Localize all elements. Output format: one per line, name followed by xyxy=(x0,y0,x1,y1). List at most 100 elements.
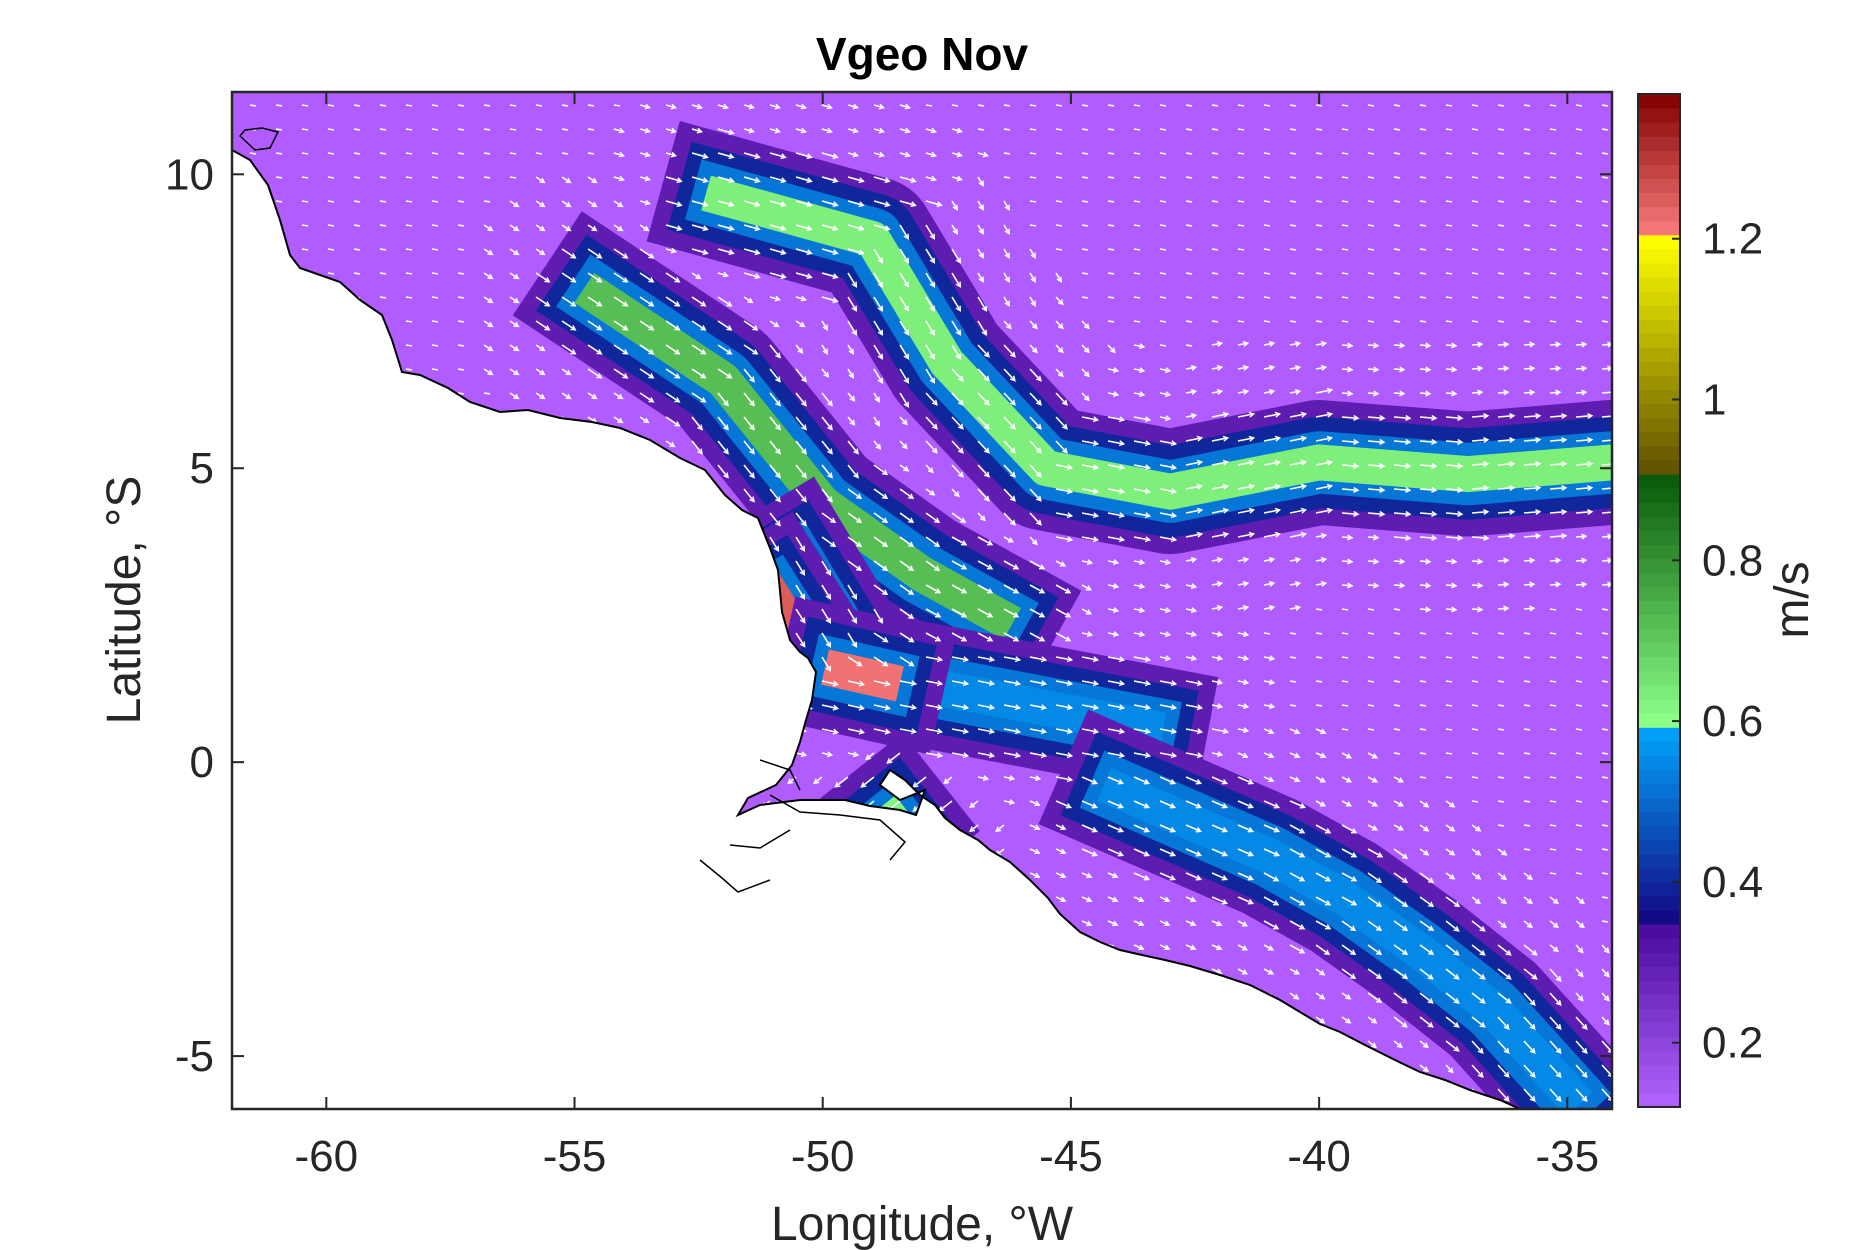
velocity-arrow xyxy=(795,416,807,430)
velocity-arrow xyxy=(1393,128,1401,131)
velocity-arrow-head xyxy=(1083,347,1090,354)
velocity-arrow-head xyxy=(1195,802,1203,809)
velocity-arrow xyxy=(1133,320,1141,323)
velocity-arrow xyxy=(1289,152,1297,155)
velocity-arrow xyxy=(873,632,888,643)
velocity-arrow-head xyxy=(1503,1095,1510,1102)
velocity-arrow xyxy=(1055,656,1072,661)
velocity-arrow xyxy=(1237,824,1254,833)
velocity-arrow-head xyxy=(723,472,729,479)
velocity-arrow-head xyxy=(1402,853,1409,860)
velocity-arrow-head xyxy=(1431,534,1438,541)
velocity-arrow-head xyxy=(622,301,629,307)
velocity-arrow-head xyxy=(1353,510,1360,517)
velocity-arrow xyxy=(847,152,858,157)
velocity-arrow xyxy=(925,392,938,406)
velocity-arrow xyxy=(613,416,623,424)
velocity-arrow xyxy=(1341,632,1349,635)
velocity-arrow-head xyxy=(728,129,735,136)
velocity-arrow xyxy=(509,176,517,179)
velocity-arrow xyxy=(1133,920,1144,926)
velocity-arrow xyxy=(535,272,550,283)
velocity-arrow xyxy=(535,200,545,208)
velocity-arrow-head xyxy=(1092,512,1100,519)
velocity-arrow xyxy=(769,464,781,478)
velocity-arrow xyxy=(1419,1040,1429,1048)
velocity-arrow-head xyxy=(1118,488,1126,495)
velocity-arrow xyxy=(1159,896,1170,902)
velocity-arrow-head xyxy=(1040,728,1048,735)
velocity-arrow xyxy=(457,344,465,347)
velocity-arrow-head xyxy=(618,151,626,158)
velocity-arrow xyxy=(847,224,864,231)
velocity-arrow-head xyxy=(1268,388,1276,395)
colorbar-step xyxy=(1638,783,1680,799)
velocity-arrow-head xyxy=(1405,462,1412,469)
velocity-arrow xyxy=(1003,512,1016,526)
x-tick-label: -40 xyxy=(1287,1132,1351,1181)
velocity-arrow-head xyxy=(1300,459,1308,466)
velocity-arrow-head xyxy=(1613,486,1618,491)
velocity-arrow-head xyxy=(1299,900,1306,906)
velocity-arrow xyxy=(1185,872,1202,881)
velocity-arrow xyxy=(1237,728,1248,732)
velocity-arrow xyxy=(1107,392,1118,396)
velocity-arrow xyxy=(1601,776,1609,779)
velocity-arrow-head xyxy=(1325,900,1332,906)
velocity-arrow xyxy=(1211,224,1219,227)
velocity-arrow xyxy=(1211,848,1228,857)
velocity-arrow-head xyxy=(1373,390,1380,397)
velocity-arrow xyxy=(1185,200,1193,203)
velocity-arrow-head xyxy=(856,660,863,667)
velocity-arrow xyxy=(587,296,602,307)
velocity-arrow-head xyxy=(1196,680,1204,687)
velocity-arrow-head xyxy=(1091,850,1099,857)
velocity-arrow-head xyxy=(1092,416,1100,423)
velocity-arrow xyxy=(1185,752,1202,757)
velocity-arrow xyxy=(1003,680,1020,685)
velocity-arrow xyxy=(1029,224,1037,227)
velocity-arrow-head xyxy=(1371,753,1379,759)
colorbar-step xyxy=(1638,670,1680,686)
velocity-arrow xyxy=(431,296,439,299)
velocity-arrow xyxy=(1263,680,1274,684)
velocity-arrow xyxy=(1289,848,1305,858)
velocity-arrow-head xyxy=(1475,849,1482,856)
velocity-arrow xyxy=(509,224,519,232)
velocity-arrow xyxy=(509,344,519,352)
velocity-arrow xyxy=(873,368,883,384)
velocity-arrow-head xyxy=(826,127,834,134)
velocity-arrow-head xyxy=(1190,607,1198,614)
velocity-arrow xyxy=(1185,344,1193,347)
velocity-arrow xyxy=(691,104,702,109)
velocity-arrow-head xyxy=(1083,323,1090,330)
velocity-arrow-head xyxy=(1268,340,1276,347)
colorbar-step xyxy=(1638,1064,1680,1080)
velocity-arrow-head xyxy=(1144,728,1152,735)
velocity-arrow xyxy=(847,104,858,109)
velocity-arrow xyxy=(1471,632,1479,635)
velocity-arrow xyxy=(1237,752,1248,758)
velocity-arrow xyxy=(1445,224,1453,227)
velocity-arrow xyxy=(1549,559,1561,562)
velocity-arrow xyxy=(951,344,961,360)
velocity-arrow xyxy=(1315,366,1326,370)
colorbar-step xyxy=(1638,755,1680,770)
velocity-arrow-head xyxy=(1483,437,1490,443)
colorbar-step xyxy=(1638,361,1680,376)
velocity-arrow-head xyxy=(1581,1023,1588,1030)
velocity-arrow xyxy=(1263,128,1271,131)
velocity-arrow xyxy=(1549,367,1561,370)
velocity-arrow xyxy=(769,224,786,231)
velocity-arrow-head xyxy=(1013,612,1020,618)
velocity-arrow-head xyxy=(1477,389,1484,396)
velocity-arrow xyxy=(821,704,838,710)
velocity-arrow-head xyxy=(697,424,703,431)
velocity-arrow-head xyxy=(878,127,886,134)
velocity-arrow-head xyxy=(1222,728,1230,735)
velocity-arrow-head xyxy=(1247,874,1255,881)
velocity-arrow-head xyxy=(1242,752,1249,759)
velocity-arrow-head xyxy=(1397,801,1405,807)
velocity-arrow-head xyxy=(780,177,787,184)
velocity-arrow xyxy=(1263,752,1274,758)
